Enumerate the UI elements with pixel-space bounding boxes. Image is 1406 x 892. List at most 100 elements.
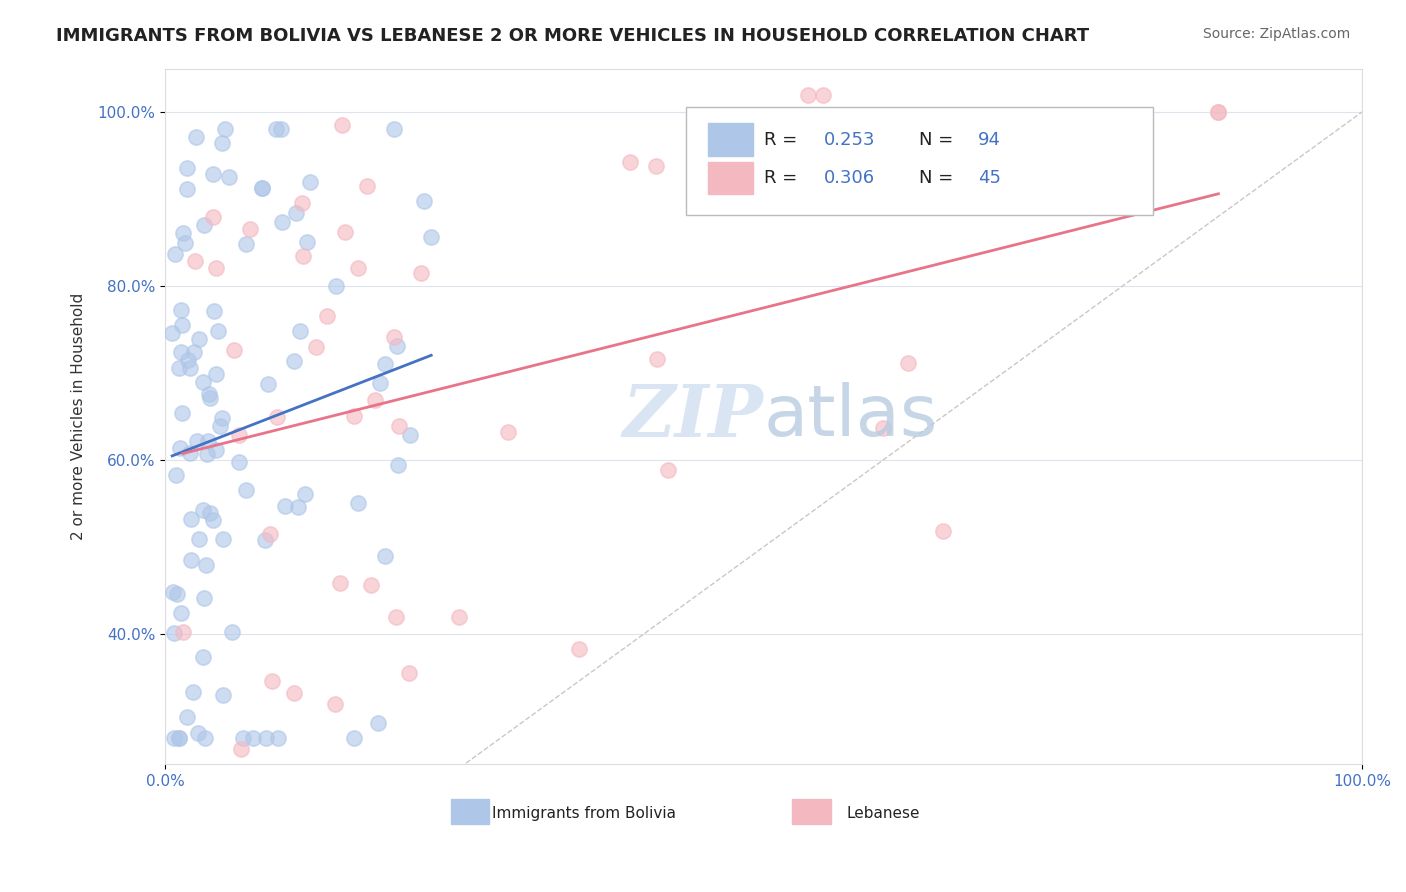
Point bbox=[207, 324, 229, 338]
Point bbox=[387, 339, 409, 353]
Point bbox=[291, 196, 314, 211]
Point bbox=[496, 425, 519, 439]
Point bbox=[169, 731, 191, 746]
Point bbox=[235, 237, 257, 252]
Point bbox=[262, 674, 284, 689]
Point bbox=[187, 726, 209, 740]
Point bbox=[194, 731, 217, 746]
Point bbox=[173, 235, 195, 250]
Point bbox=[385, 610, 408, 624]
Point bbox=[195, 558, 218, 573]
Point bbox=[188, 532, 211, 546]
Point bbox=[295, 235, 318, 249]
Point bbox=[202, 304, 225, 318]
Point bbox=[163, 626, 186, 640]
Point bbox=[932, 524, 955, 539]
Point bbox=[374, 357, 396, 371]
Point bbox=[382, 122, 405, 136]
Point bbox=[316, 309, 339, 323]
Point bbox=[205, 367, 228, 381]
Text: Immigrants from Bolivia: Immigrants from Bolivia bbox=[492, 805, 676, 821]
Point bbox=[170, 345, 193, 359]
Point bbox=[290, 324, 312, 338]
Point bbox=[813, 87, 835, 102]
Text: IMMIGRANTS FROM BOLIVIA VS LEBANESE 2 OR MORE VEHICLES IN HOUSEHOLD CORRELATION : IMMIGRANTS FROM BOLIVIA VS LEBANESE 2 OR… bbox=[56, 27, 1090, 45]
Point bbox=[177, 353, 200, 368]
Point bbox=[364, 393, 387, 408]
Point bbox=[198, 507, 221, 521]
Point bbox=[172, 625, 194, 640]
Point bbox=[239, 221, 262, 235]
Point bbox=[176, 710, 198, 724]
Point bbox=[193, 503, 215, 517]
Point bbox=[180, 512, 202, 526]
Point bbox=[242, 731, 264, 746]
Point bbox=[193, 591, 215, 605]
Point bbox=[368, 376, 391, 391]
Point bbox=[360, 578, 382, 592]
Point bbox=[287, 500, 309, 515]
Point bbox=[797, 87, 820, 102]
Point bbox=[180, 553, 202, 567]
Point bbox=[209, 418, 232, 433]
Point bbox=[200, 391, 222, 405]
Point bbox=[387, 458, 409, 472]
Point bbox=[343, 409, 366, 423]
FancyBboxPatch shape bbox=[792, 798, 831, 824]
Point bbox=[170, 606, 193, 620]
Point bbox=[323, 697, 346, 711]
Point bbox=[172, 226, 194, 240]
Point bbox=[191, 650, 214, 665]
Point bbox=[193, 375, 215, 389]
Point bbox=[202, 168, 225, 182]
FancyBboxPatch shape bbox=[709, 161, 752, 194]
Point bbox=[343, 731, 366, 746]
Point bbox=[254, 731, 277, 746]
Point bbox=[170, 318, 193, 333]
Point bbox=[356, 179, 378, 194]
Text: R =: R = bbox=[763, 130, 803, 148]
Point bbox=[197, 434, 219, 449]
Text: 94: 94 bbox=[977, 130, 1001, 148]
Text: N =: N = bbox=[920, 130, 959, 148]
Text: Source: ZipAtlas.com: Source: ZipAtlas.com bbox=[1202, 27, 1350, 41]
Point bbox=[409, 266, 432, 280]
Point bbox=[347, 261, 370, 276]
Text: ZIP: ZIP bbox=[623, 381, 763, 452]
Text: Lebanese: Lebanese bbox=[846, 805, 920, 821]
Point bbox=[228, 455, 250, 469]
Point bbox=[187, 332, 209, 346]
Point bbox=[162, 585, 184, 599]
Point bbox=[330, 118, 353, 132]
Point bbox=[235, 483, 257, 497]
FancyBboxPatch shape bbox=[451, 798, 489, 824]
Point bbox=[167, 361, 190, 376]
FancyBboxPatch shape bbox=[709, 123, 752, 156]
Text: 0.253: 0.253 bbox=[824, 130, 875, 148]
Point bbox=[333, 225, 356, 239]
Point bbox=[367, 716, 389, 731]
Point bbox=[264, 122, 287, 136]
Point bbox=[186, 434, 208, 448]
Point bbox=[298, 175, 321, 189]
Point bbox=[184, 254, 207, 268]
Point bbox=[232, 731, 254, 746]
Point bbox=[172, 407, 194, 421]
Point bbox=[832, 159, 855, 173]
Point bbox=[198, 387, 221, 401]
Point bbox=[619, 155, 641, 169]
Text: N =: N = bbox=[920, 169, 959, 186]
Point bbox=[166, 587, 188, 601]
Point bbox=[212, 688, 235, 702]
Point bbox=[325, 279, 347, 293]
Text: 45: 45 bbox=[977, 169, 1001, 186]
Point bbox=[285, 206, 308, 220]
Text: 0.306: 0.306 bbox=[824, 169, 875, 186]
Point bbox=[657, 463, 679, 477]
Point bbox=[212, 533, 235, 547]
Point bbox=[201, 210, 224, 224]
Point bbox=[283, 686, 305, 700]
Point bbox=[163, 247, 186, 261]
Point bbox=[170, 302, 193, 317]
Point bbox=[447, 610, 470, 624]
